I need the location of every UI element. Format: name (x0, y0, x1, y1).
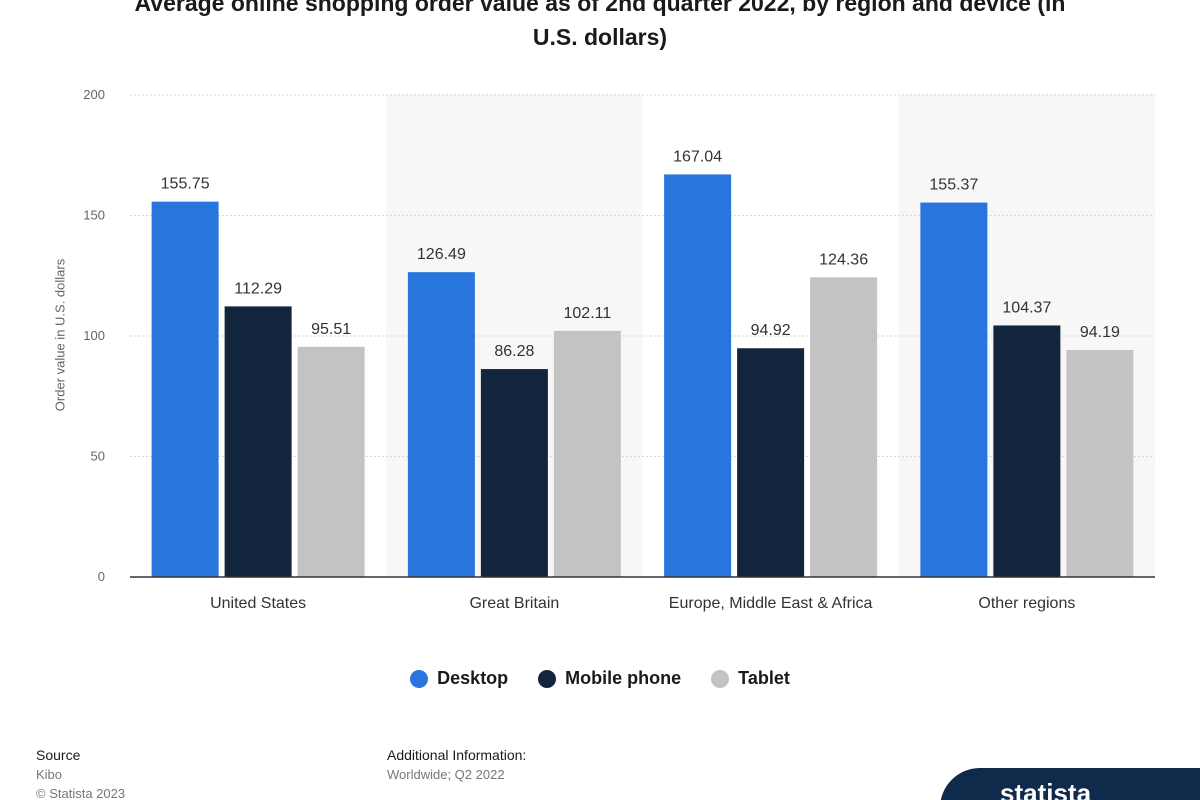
bar (664, 174, 732, 577)
data-label: 104.37 (1002, 299, 1051, 316)
legend-marker (538, 669, 557, 688)
source-name[interactable]: Kibo (36, 767, 63, 782)
data-label: 112.29 (234, 280, 282, 297)
bar (480, 369, 548, 577)
data-label: 94.92 (751, 322, 791, 339)
x-tick-label: United States (210, 595, 306, 612)
y-tick-label: 200 (83, 87, 105, 102)
legend-label: Mobile phone (565, 668, 682, 688)
data-label: 94.19 (1080, 324, 1120, 341)
legend-item[interactable]: Desktop (410, 668, 508, 689)
legend-label: Desktop (437, 668, 509, 688)
brand-logo[interactable]: statista (940, 768, 1200, 800)
additional-info-heading: Additional Information: (387, 747, 527, 763)
legend-marker (410, 669, 429, 688)
y-tick-label: 0 (98, 569, 105, 584)
bar (297, 346, 365, 577)
chart-title-line-1: Average online shopping order value as o… (134, 0, 1066, 16)
bar (993, 325, 1061, 577)
bar (224, 306, 292, 577)
data-label: 124.36 (819, 251, 868, 268)
data-label: 167.04 (673, 148, 722, 165)
bar (151, 201, 219, 577)
chart-title-line-2: U.S. dollars) (532, 24, 668, 50)
copyright-text: © Statista 2023 (36, 786, 126, 800)
bar (737, 348, 805, 577)
source-block: Source Kibo © Statista 2023 (36, 746, 125, 800)
legend-label: Tablet (738, 668, 790, 688)
y-tick-label: 50 (91, 449, 105, 464)
data-label: 126.49 (417, 246, 466, 263)
x-tick-label: Other regions (978, 595, 1075, 612)
legend-item[interactable]: Tablet (711, 668, 790, 689)
bar (407, 272, 475, 577)
legend-item[interactable]: Mobile phone (538, 668, 681, 689)
data-label: 155.75 (161, 176, 210, 193)
bar (1066, 350, 1134, 577)
bar (920, 202, 988, 578)
y-tick-label: 150 (83, 208, 105, 223)
bar (553, 330, 621, 577)
data-label: 155.37 (929, 177, 978, 194)
data-label: 102.11 (564, 305, 612, 322)
chart-legend: Desktop Mobile phone Tablet (0, 668, 1200, 689)
y-axis-title: Order value in U.S. dollars (52, 258, 68, 412)
data-label: 86.28 (494, 343, 534, 360)
legend-marker (711, 669, 730, 688)
chart-title: Average online shopping order value as o… (0, 0, 1200, 54)
source-heading: Source (36, 747, 81, 763)
bar-chart: 0 50 100 150 200 155.75 112.29 95.51 United Stat… (83, 87, 1155, 612)
x-tick-label: Great Britain (469, 595, 559, 612)
additional-info-text: Worldwide; Q2 2022 (387, 767, 505, 782)
y-tick-label: 100 (83, 328, 105, 343)
x-tick-label: Europe, Middle East & Africa (669, 595, 873, 612)
additional-info-block: Additional Information: Worldwide; Q2 20… (387, 746, 526, 784)
data-label: 95.51 (311, 321, 351, 338)
bar (810, 277, 878, 577)
